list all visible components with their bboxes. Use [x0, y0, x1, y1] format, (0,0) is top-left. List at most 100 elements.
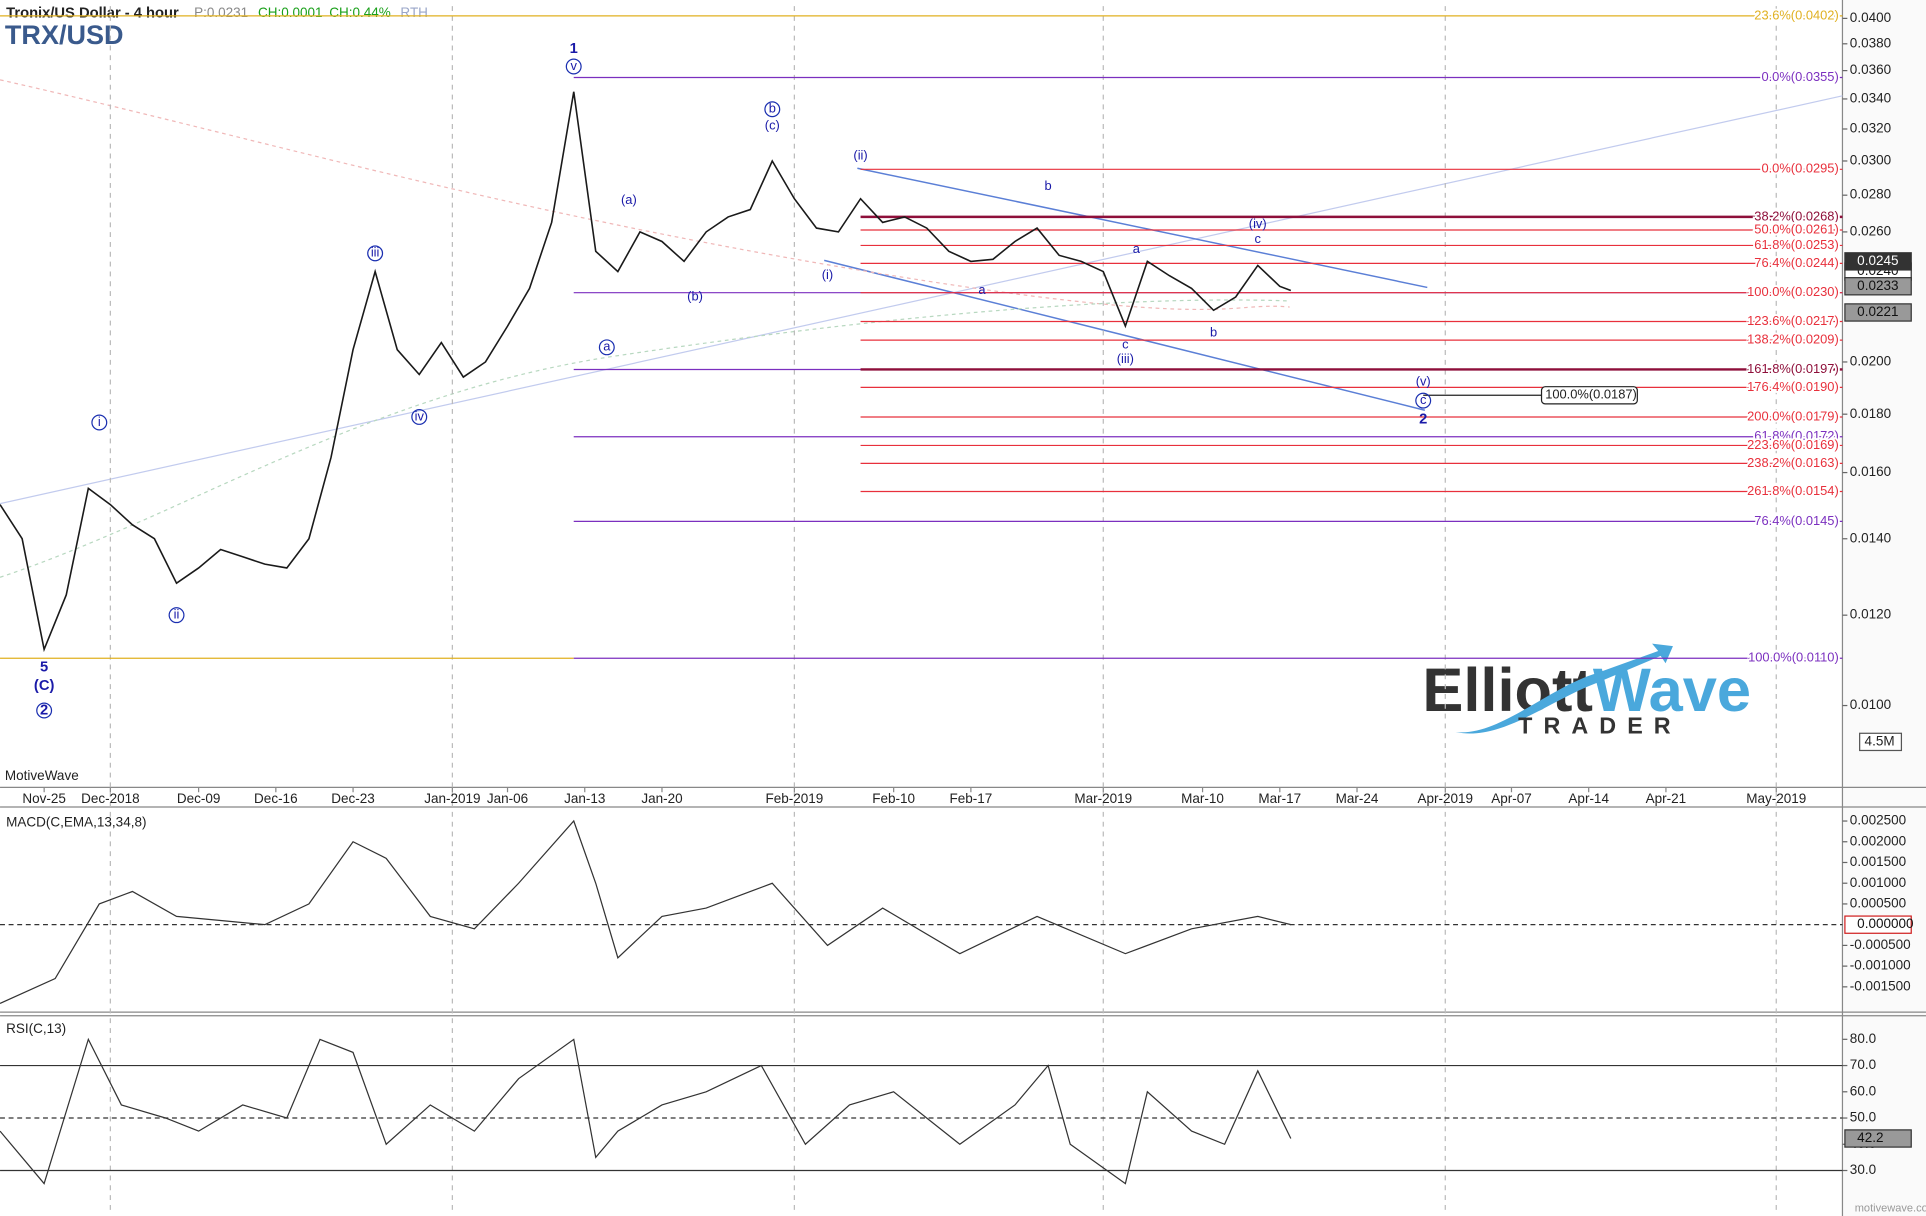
x-tick-label: Dec-16 — [254, 791, 298, 806]
wave-label: b — [1210, 324, 1217, 339]
x-tick-label: Dec-23 — [331, 791, 375, 806]
price-marker-label: 0.000000 — [1857, 916, 1913, 931]
wave-label: c — [1255, 231, 1262, 246]
symbol: TRX/USD — [5, 20, 124, 50]
panel-title: RSI(C,13) — [6, 1021, 66, 1036]
y-tick-label: 0.0120 — [1850, 607, 1891, 622]
x-tick-label: Jan-2019 — [424, 791, 480, 806]
x-tick-label: May-2019 — [1746, 791, 1806, 806]
fib-label: 176.4%(0.0190) — [1747, 379, 1839, 394]
wave-circle — [91, 414, 108, 431]
wave-label: iv — [415, 408, 425, 423]
fib-label: 123.6%(0.0217) — [1747, 313, 1839, 328]
wave-label: v — [570, 58, 577, 73]
y-tick-label: 0.0360 — [1850, 62, 1891, 77]
y-tick-label: 0.0200 — [1850, 354, 1891, 369]
y-tick-label: 0.0300 — [1850, 153, 1891, 168]
fib-label: 0.0%(0.0355) — [1761, 69, 1838, 84]
fib-label: 261.8%(0.0154) — [1747, 483, 1839, 498]
fib-label: 100.0%(0.0230) — [1747, 284, 1839, 299]
y-tick-label: 0.0280 — [1850, 187, 1891, 202]
y-tick-label: 0.0400 — [1850, 10, 1891, 25]
x-tick-label: Feb-17 — [949, 791, 992, 806]
fib-label: 76.4%(0.0244) — [1754, 255, 1838, 270]
wave-label: 1 — [570, 41, 578, 57]
x-tick-label: Mar-24 — [1336, 791, 1379, 806]
wave-circle — [168, 607, 185, 624]
wave-label: iii — [371, 245, 380, 260]
y-tick-label: 0.001000 — [1850, 875, 1906, 890]
price-marker — [1844, 252, 1912, 271]
price-marker — [1844, 277, 1912, 296]
y-tick-label: 0.002500 — [1850, 813, 1906, 828]
wave-circle — [1415, 392, 1432, 409]
channel-line — [824, 259, 1426, 411]
fib-label: 161.8%(0.0197) — [1747, 361, 1839, 376]
target-box — [1540, 386, 1638, 405]
x-tick-label: Feb-2019 — [765, 791, 823, 806]
target-label: 100.0%(0.0187) — [1545, 387, 1637, 402]
wave-label: (a) — [621, 192, 637, 207]
price-marker — [1844, 915, 1912, 934]
y-tick-label: 0.001500 — [1850, 854, 1906, 869]
wave-label: i — [98, 414, 101, 429]
price-marker — [1844, 303, 1912, 322]
fib-label: 138.2%(0.0209) — [1747, 332, 1839, 347]
fib-label: 200.0%(0.0179) — [1747, 408, 1839, 423]
fib-label: 238.2%(0.0163) — [1747, 455, 1839, 470]
channel-line — [857, 167, 1428, 289]
wave-label: c — [1122, 336, 1129, 351]
axis-column — [1842, 0, 1926, 1216]
fib-label: 61.8%(0.0172) — [1754, 428, 1838, 443]
fib-label: 0.0%(0.0295) — [1761, 161, 1838, 176]
wave-label: b — [1045, 178, 1052, 193]
x-tick-label: Mar-2019 — [1074, 791, 1132, 806]
logo-tagline: TRADER — [1518, 712, 1682, 738]
series-line — [0, 91, 1292, 653]
chart-title: Tronix/US Dollar - 4 hour — [6, 5, 179, 21]
x-tick-label: Dec-2018 — [81, 791, 140, 806]
wave-circle — [36, 702, 53, 719]
y-tick-label: 0.0140 — [1850, 530, 1891, 545]
y-tick-label: -0.001000 — [1850, 958, 1911, 973]
wave-label: (v) — [1416, 374, 1431, 389]
wave-circle — [565, 58, 582, 75]
x-tick-label: Feb-10 — [872, 791, 915, 806]
wave-label: (b) — [687, 288, 703, 303]
fib-label: 38.2%(0.0268) — [1754, 208, 1838, 223]
moving-average — [0, 79, 1290, 311]
fib-label: 76.4%(0.0145) — [1754, 513, 1838, 528]
fib-label: 50.0%(0.0261) — [1754, 221, 1838, 236]
wave-circle — [598, 339, 615, 356]
wave-circle — [367, 245, 384, 262]
trend-line — [0, 95, 1843, 505]
wave-label: (i) — [822, 267, 833, 282]
y-tick-label: -0.000500 — [1850, 937, 1911, 952]
panel-title: MACD(C,EMA,13,34,8) — [6, 815, 146, 830]
price-marker-label: 42.2 — [1857, 1130, 1883, 1145]
y-tick-label: 0.0380 — [1850, 35, 1891, 50]
wave-label: a — [603, 339, 611, 354]
y-tick-label: 50.0 — [1850, 1110, 1876, 1125]
volume-label: 4.5M — [1865, 733, 1895, 748]
wave-label: b — [769, 101, 776, 116]
x-tick-label: Mar-10 — [1181, 791, 1224, 806]
volume-box — [1859, 732, 1903, 752]
x-tick-label: Apr-07 — [1491, 791, 1532, 806]
footer: motivewave.com — [1855, 1203, 1926, 1215]
wave-label: 2 — [1419, 412, 1427, 428]
x-tick-label: Apr-14 — [1568, 791, 1609, 806]
y-tick-label: 0.0100 — [1850, 697, 1891, 712]
y-tick-label: 0.000500 — [1850, 896, 1906, 911]
y-tick-label: 0.0160 — [1850, 464, 1891, 479]
x-tick-label: Jan-06 — [487, 791, 528, 806]
x-tick-label: Dec-09 — [177, 791, 221, 806]
moving-average — [0, 299, 1290, 578]
header-change: CH:0.0001 — [258, 5, 323, 20]
y-tick-label: 60.0 — [1850, 1083, 1876, 1098]
wave-label: (iv) — [1249, 216, 1267, 231]
price-marker-label: 0.0245 — [1857, 253, 1898, 268]
wave-label: (c) — [765, 117, 780, 132]
x-tick-label: Jan-13 — [564, 791, 605, 806]
